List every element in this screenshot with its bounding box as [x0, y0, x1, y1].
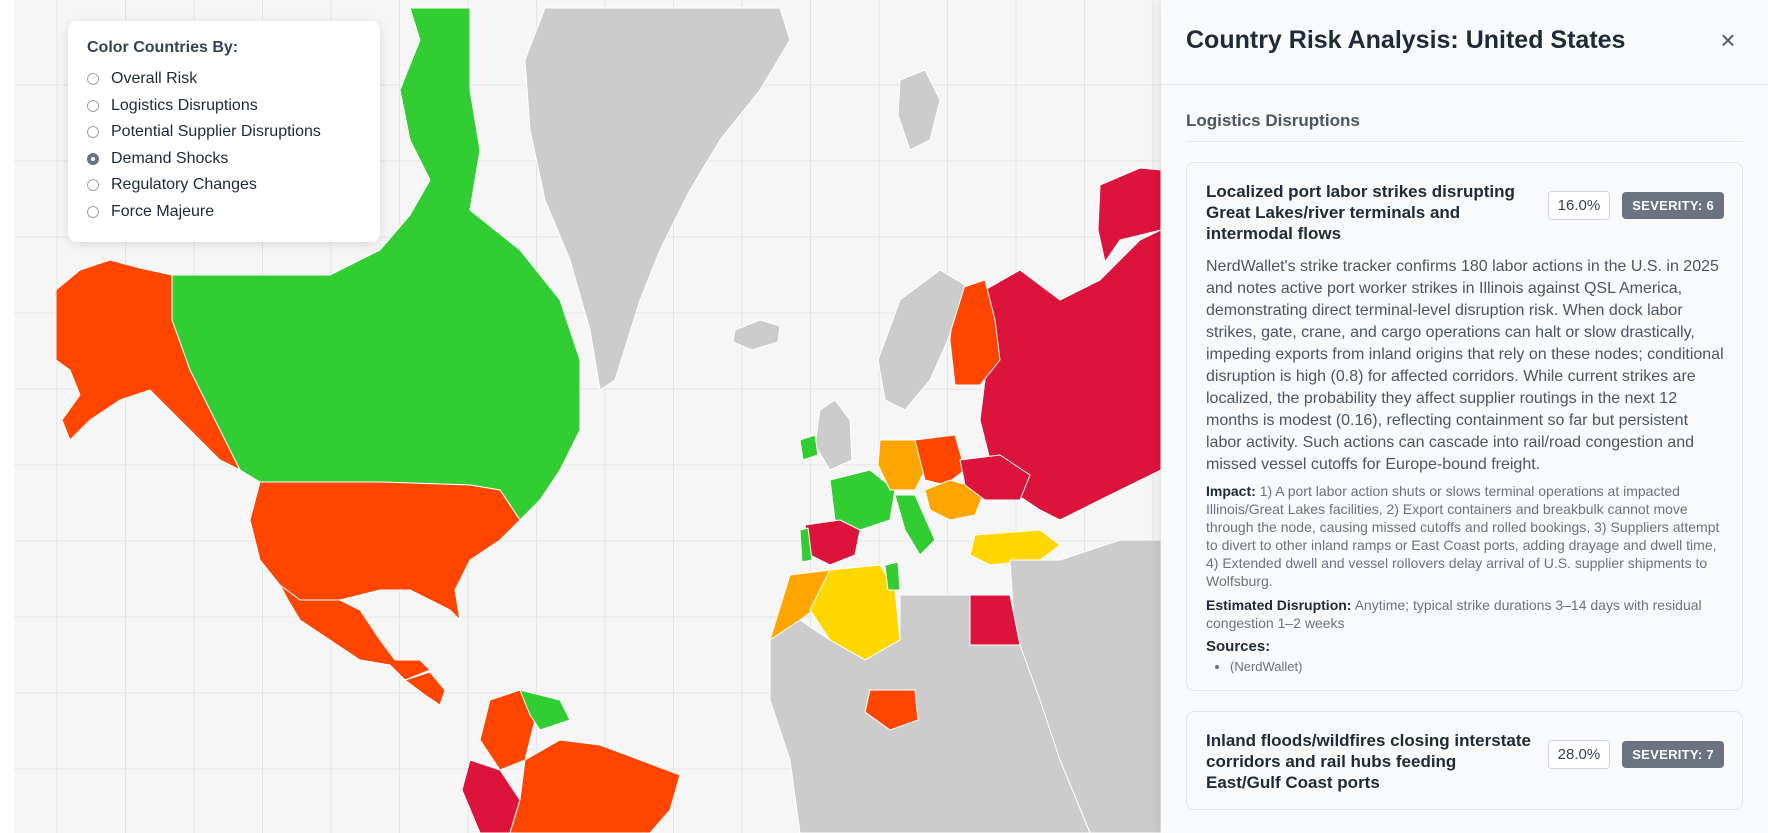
- country-central-america[interactable]: [404, 671, 446, 706]
- radio-circle-icon[interactable]: [87, 205, 99, 218]
- radio-logistics-disruptions[interactable]: Logistics Disruptions: [87, 93, 361, 120]
- country-ukraine[interactable]: [959, 454, 1031, 501]
- color-by-legend: Color Countries By: Overall Risk Logisti…: [68, 21, 380, 242]
- country-venezuela[interactable]: [519, 689, 571, 731]
- radio-circle-icon[interactable]: [87, 73, 99, 86]
- radio-demand-shocks[interactable]: Demand Shocks: [87, 146, 361, 173]
- estimated-disruption-row: Estimated Disruption: Anytime; typical s…: [1206, 596, 1724, 632]
- country-tunisia[interactable]: [884, 561, 901, 591]
- panel-title: Country Risk Analysis: United States: [1186, 26, 1626, 54]
- radio-label: Regulatory Changes: [111, 176, 257, 194]
- map-canvas[interactable]: [0, 0, 1161, 833]
- severity-badge: SEVERITY: 6: [1622, 192, 1724, 219]
- country-finland[interactable]: [949, 279, 1001, 386]
- country-peru[interactable]: [461, 759, 521, 833]
- country-risk-panel: Country Risk Analysis: United States × L…: [1161, 0, 1768, 833]
- country-africa[interactable]: [769, 594, 1091, 833]
- country-greenland[interactable]: [524, 7, 791, 391]
- severity-badge: SEVERITY: 7: [1622, 741, 1724, 768]
- radio-label: Overall Risk: [111, 70, 198, 88]
- sources-label: Sources:: [1206, 638, 1271, 655]
- country-svalbard[interactable]: [897, 69, 941, 151]
- probability-badge: 16.0%: [1547, 191, 1611, 220]
- country-russia[interactable]: [979, 229, 1161, 521]
- risk-title: Localized port labor strikes disrupting …: [1206, 182, 1515, 243]
- impact-label: Impact:: [1206, 483, 1256, 499]
- estimated-disruption-text: Anytime; typical strike durations 3–14 d…: [1206, 597, 1702, 631]
- country-mexico[interactable]: [279, 584, 431, 681]
- radio-circle-icon[interactable]: [87, 126, 99, 139]
- country-balkans[interactable]: [924, 479, 986, 521]
- impact-row: Impact: 1) A port labor action shuts or …: [1206, 482, 1724, 590]
- risk-badges: 28.0% SEVERITY: 7: [1547, 740, 1724, 769]
- world-map[interactable]: Color Countries By: Overall Risk Logisti…: [0, 0, 1161, 833]
- radio-circle-selected-icon[interactable]: [87, 152, 99, 165]
- panel-header: Country Risk Analysis: United States ×: [1161, 0, 1768, 85]
- sources-list: (NerdWallet): [1206, 659, 1724, 674]
- country-united-states[interactable]: [249, 481, 521, 621]
- country-spain[interactable]: [804, 519, 861, 566]
- risk-badges: 16.0% SEVERITY: 6: [1547, 191, 1724, 220]
- legend-title: Color Countries By:: [87, 39, 239, 56]
- risk-card: Localized port labor strikes disrupting …: [1186, 162, 1743, 691]
- radio-regulatory-changes[interactable]: Regulatory Changes: [87, 172, 361, 199]
- map-left-edge: [0, 0, 14, 833]
- country-shapes[interactable]: [55, 7, 1161, 833]
- risk-card-header: Inland floods/wildfires closing intersta…: [1206, 730, 1724, 793]
- section-title: Logistics Disruptions: [1186, 111, 1743, 142]
- risk-card-header: Localized port labor strikes disrupting …: [1206, 181, 1724, 244]
- country-ireland[interactable]: [799, 434, 819, 461]
- impact-text: 1) A port labor action shuts or slows te…: [1206, 483, 1720, 589]
- radio-overall-risk[interactable]: Overall Risk: [87, 66, 361, 93]
- radio-potential-supplier-disruptions[interactable]: Potential Supplier Disruptions: [87, 119, 361, 146]
- country-nigeria[interactable]: [864, 689, 919, 731]
- country-canada[interactable]: [171, 7, 581, 521]
- radio-label: Logistics Disruptions: [111, 96, 258, 114]
- country-alaska[interactable]: [55, 259, 241, 471]
- radio-label: Force Majeure: [111, 202, 215, 220]
- country-italy[interactable]: [894, 494, 936, 556]
- radio-circle-icon[interactable]: [87, 99, 99, 112]
- risk-card: Inland floods/wildfires closing intersta…: [1186, 711, 1743, 810]
- estimated-disruption-label: Estimated Disruption:: [1206, 597, 1352, 613]
- country-uk[interactable]: [814, 399, 853, 471]
- source-item: (NerdWallet): [1230, 659, 1724, 674]
- country-france[interactable]: [829, 469, 896, 531]
- country-russia-east[interactable]: [1097, 167, 1161, 263]
- radio-force-majeure[interactable]: Force Majeure: [87, 199, 361, 226]
- close-icon[interactable]: ×: [1720, 25, 1736, 55]
- panel-body[interactable]: Logistics Disruptions Localized port lab…: [1161, 85, 1768, 810]
- risk-description: NerdWallet's strike tracker confirms 180…: [1206, 258, 1724, 473]
- radio-label: Demand Shocks: [111, 149, 229, 167]
- probability-badge: 28.0%: [1547, 740, 1611, 769]
- risk-title: Inland floods/wildfires closing intersta…: [1206, 731, 1531, 792]
- country-iceland[interactable]: [732, 319, 781, 351]
- radio-circle-icon[interactable]: [87, 179, 99, 192]
- country-brazil[interactable]: [509, 739, 681, 833]
- country-scandinavia[interactable]: [877, 269, 966, 411]
- country-portugal[interactable]: [799, 527, 813, 563]
- country-poland[interactable]: [914, 434, 966, 486]
- radio-label: Potential Supplier Disruptions: [111, 123, 321, 141]
